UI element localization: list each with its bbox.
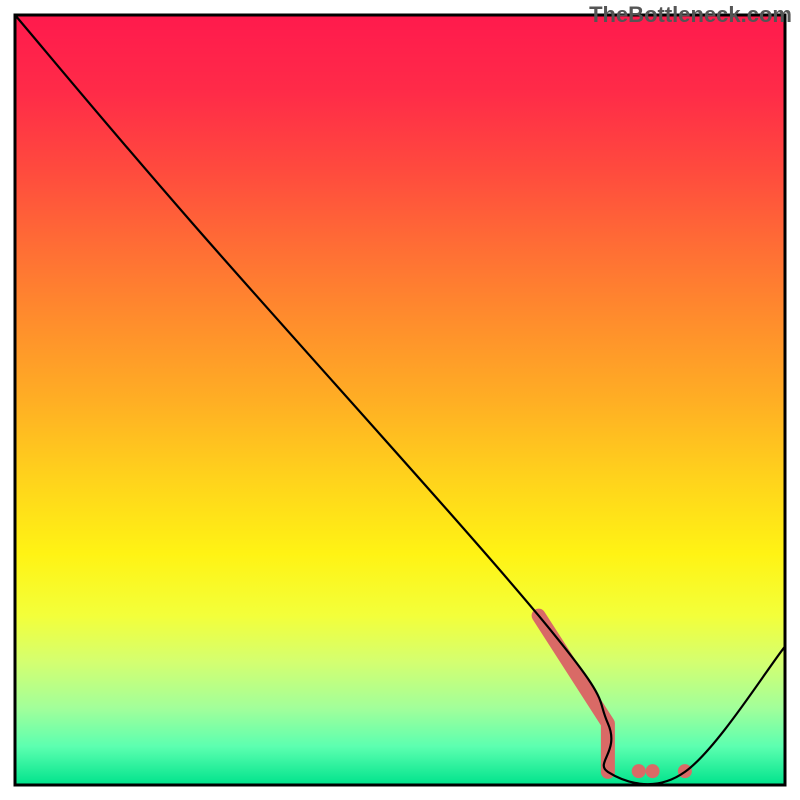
highlight-dot (632, 764, 646, 778)
watermark-text: TheBottleneck.com (589, 2, 792, 28)
chart-container: TheBottleneck.com (0, 0, 800, 800)
bottleneck-chart (0, 0, 800, 800)
highlight-dot (646, 764, 660, 778)
gradient-background (15, 15, 785, 785)
